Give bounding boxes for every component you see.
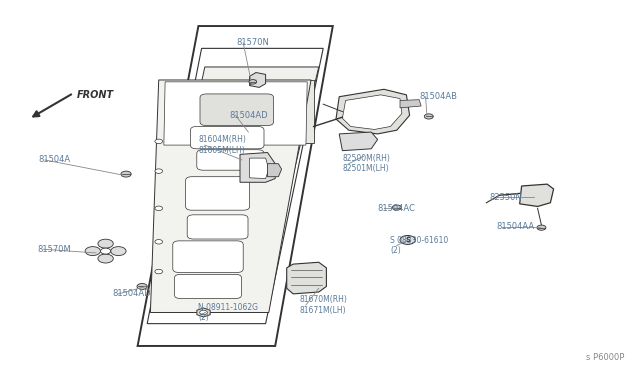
Text: 81670M(RH)
81671M(LH): 81670M(RH) 81671M(LH) [300, 295, 348, 315]
Circle shape [100, 248, 111, 254]
Polygon shape [197, 308, 210, 317]
Polygon shape [163, 80, 314, 143]
Text: 81570M: 81570M [37, 245, 71, 254]
Text: 81504AB: 81504AB [419, 92, 457, 101]
Circle shape [111, 247, 126, 256]
FancyBboxPatch shape [173, 241, 243, 272]
Polygon shape [240, 153, 275, 182]
Text: N 08911-1062G
(2): N 08911-1062G (2) [198, 303, 259, 322]
Text: 81504AD: 81504AD [229, 111, 268, 120]
Circle shape [249, 80, 257, 84]
Circle shape [424, 114, 433, 119]
Circle shape [155, 169, 163, 173]
Polygon shape [287, 262, 326, 294]
Circle shape [537, 225, 546, 230]
Circle shape [155, 206, 163, 211]
FancyBboxPatch shape [174, 275, 242, 298]
FancyBboxPatch shape [200, 94, 274, 125]
Text: 82500M(RH)
82501M(LH): 82500M(RH) 82501M(LH) [342, 154, 390, 173]
Polygon shape [400, 100, 421, 108]
Polygon shape [250, 73, 266, 87]
Text: s P6000P: s P6000P [586, 353, 624, 362]
Text: 81570N: 81570N [237, 38, 269, 47]
Circle shape [400, 235, 415, 244]
Text: 82550N: 82550N [490, 193, 522, 202]
Circle shape [155, 139, 163, 144]
Text: 81604M(RH)
81605M(LH): 81604M(RH) 81605M(LH) [198, 135, 246, 155]
Circle shape [392, 205, 401, 210]
Circle shape [85, 247, 100, 256]
FancyBboxPatch shape [186, 177, 250, 210]
Polygon shape [164, 82, 307, 145]
Circle shape [98, 254, 113, 263]
Text: 81504A: 81504A [38, 155, 70, 164]
Polygon shape [520, 184, 554, 206]
Text: 81504AD: 81504AD [112, 289, 150, 298]
Circle shape [200, 310, 207, 315]
Polygon shape [150, 80, 311, 312]
Polygon shape [339, 132, 378, 151]
Text: S 08330-61610
(2): S 08330-61610 (2) [390, 236, 449, 255]
Circle shape [98, 239, 113, 248]
Text: FRONT: FRONT [77, 90, 114, 100]
Text: 81504AC: 81504AC [378, 204, 415, 213]
Polygon shape [147, 48, 323, 324]
Circle shape [121, 171, 131, 177]
FancyBboxPatch shape [188, 215, 248, 239]
Polygon shape [268, 164, 282, 177]
FancyBboxPatch shape [197, 150, 264, 170]
Circle shape [137, 283, 147, 289]
Circle shape [155, 269, 163, 274]
Polygon shape [342, 95, 402, 129]
Circle shape [155, 240, 163, 244]
FancyBboxPatch shape [191, 126, 264, 149]
Polygon shape [250, 158, 269, 179]
Text: 81504AA: 81504AA [496, 222, 534, 231]
Polygon shape [154, 67, 319, 305]
Polygon shape [138, 26, 333, 346]
Text: S: S [405, 237, 410, 243]
Polygon shape [336, 89, 410, 134]
